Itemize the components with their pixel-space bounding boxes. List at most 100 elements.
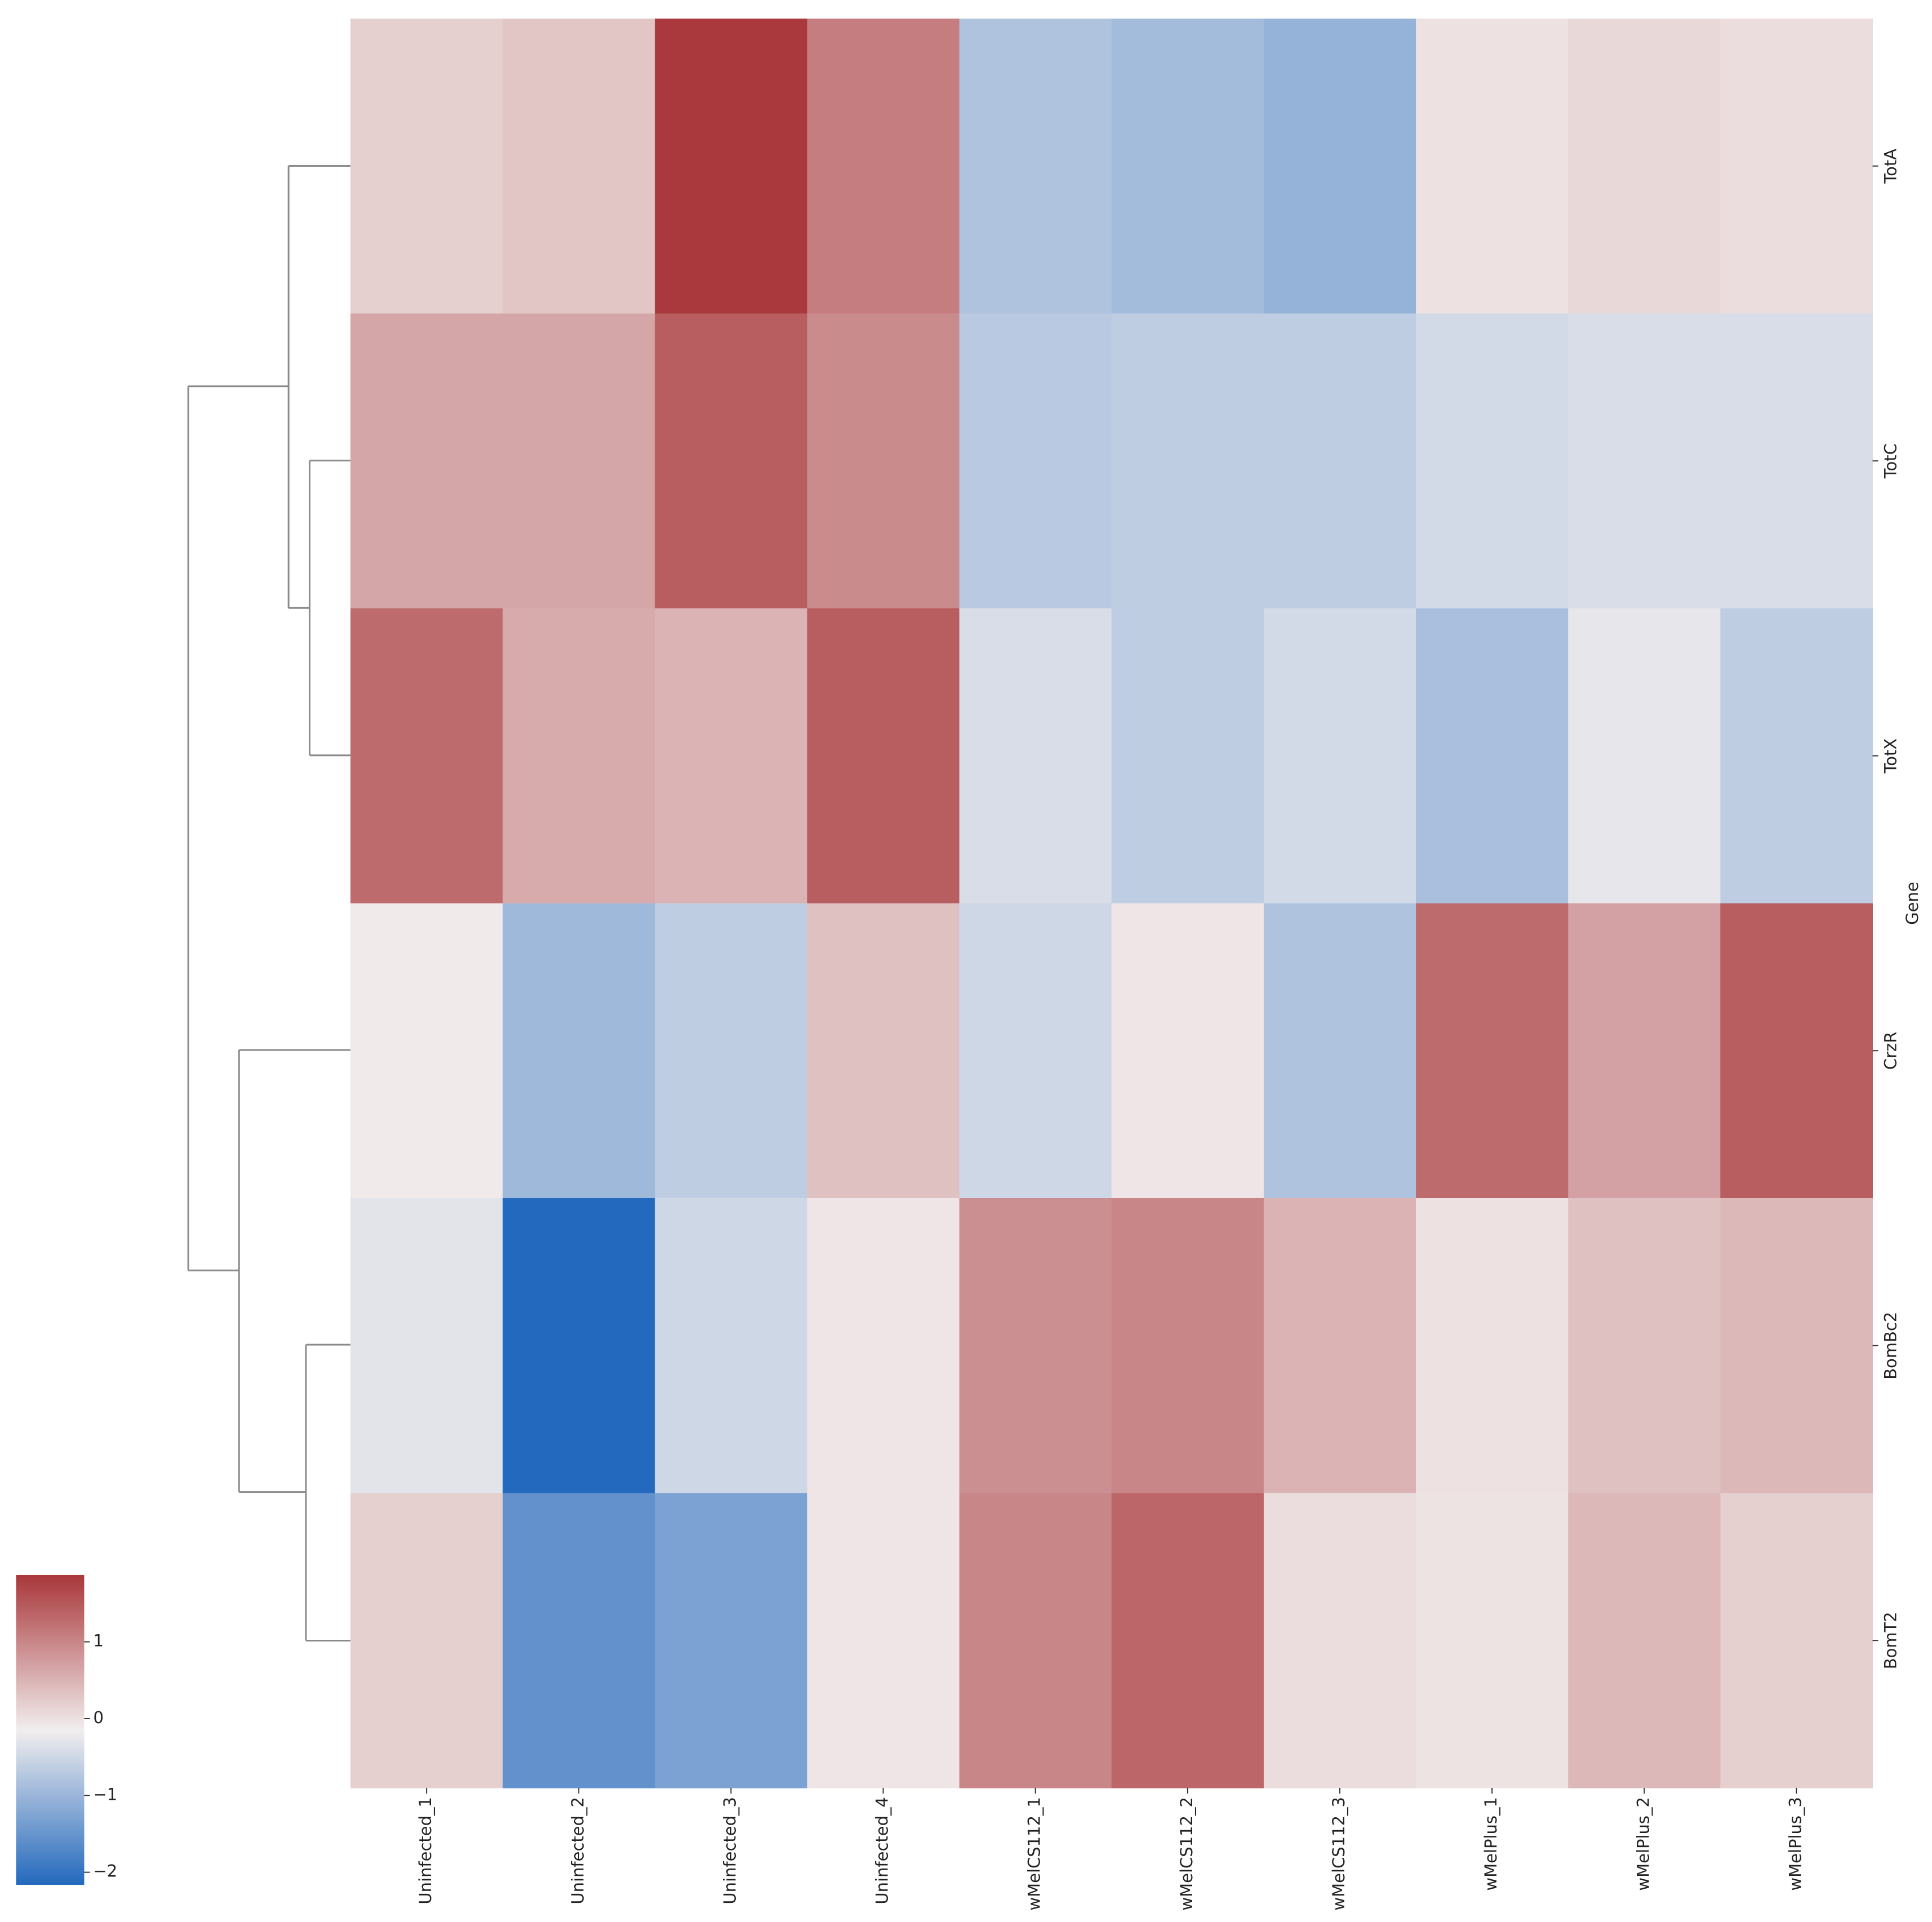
heatmap-cell — [1568, 1493, 1721, 1788]
heatmap-cell — [1416, 903, 1569, 1199]
colorbar-segment — [16, 1670, 85, 1674]
colorbar-segment — [16, 1858, 85, 1862]
heatmap-cell — [350, 608, 503, 904]
colorbar-segment — [16, 1776, 85, 1779]
heatmap-cell — [1263, 18, 1416, 314]
heatmap-cell — [1263, 1493, 1416, 1788]
colorbar-segment — [16, 1742, 85, 1746]
colorbar-segment — [16, 1587, 85, 1591]
colorbar-segment — [16, 1600, 85, 1604]
colorbar-segment — [16, 1752, 85, 1756]
heatmap-cell — [503, 1198, 655, 1494]
heatmap-cell — [350, 903, 503, 1199]
colorbar-segment — [16, 1876, 85, 1880]
heatmap-cell — [1416, 313, 1569, 609]
colorbar-segment — [16, 1626, 85, 1630]
colorbar-segment — [16, 1719, 85, 1723]
colorbar-segment — [16, 1691, 85, 1694]
colorbar-segment — [16, 1580, 85, 1583]
heatmap-cell — [807, 1493, 960, 1788]
colorbar-segment — [16, 1654, 85, 1658]
colorbar-segment — [16, 1794, 85, 1798]
heatmap-cell — [655, 313, 807, 609]
colorbar-segment — [16, 1848, 85, 1852]
y-tick-label: TotX — [1881, 738, 1900, 774]
colorbar-segment — [16, 1652, 85, 1656]
colorbar-segment — [16, 1629, 85, 1632]
colorbar-segment — [16, 1830, 85, 1834]
heatmap-cell — [655, 1493, 807, 1788]
heatmap-cell — [959, 903, 1112, 1199]
colorbar-segment — [16, 1688, 85, 1692]
colorbar-segment — [16, 1649, 85, 1653]
colorbar-segment — [16, 1773, 85, 1777]
colorbar-segment — [16, 1838, 85, 1841]
colorbar-segment — [16, 1843, 85, 1847]
x-tick-label: Uninfected_3 — [720, 1797, 739, 1905]
colorbar-segment — [16, 1672, 85, 1676]
heatmap-cell — [1416, 18, 1569, 314]
colorbar-segment — [16, 1675, 85, 1679]
colorbar-segment — [16, 1595, 85, 1599]
y-tick-label: CrzR — [1881, 1031, 1900, 1070]
heatmap-cell — [655, 608, 807, 904]
x-tick-label: wMelCS112_2 — [1177, 1797, 1196, 1911]
x-tick-label: wMelPlus_1 — [1481, 1797, 1500, 1891]
colorbar-segment — [16, 1737, 85, 1741]
colorbar-segment — [16, 1611, 85, 1614]
colorbar-segment — [16, 1734, 85, 1738]
colorbar-segment — [16, 1786, 85, 1790]
colorbar-segment — [16, 1747, 85, 1751]
heatmap-cell — [1720, 903, 1873, 1199]
colorbar-segment — [16, 1801, 85, 1805]
colorbar-segment — [16, 1603, 85, 1607]
colorbar-segment — [16, 1634, 85, 1638]
heatmap-cell — [350, 18, 503, 314]
heatmap-cell — [959, 608, 1112, 904]
colorbar-segment — [16, 1745, 85, 1749]
dendrogram — [187, 165, 351, 1641]
colorbar-segment — [16, 1827, 85, 1831]
colorbar-segment — [16, 1850, 85, 1854]
colorbar-segment — [16, 1698, 85, 1702]
colorbar-segment — [16, 1874, 85, 1877]
heatmap-cell — [350, 1198, 503, 1494]
colorbar-segment — [16, 1706, 85, 1710]
colorbar-segment — [16, 1819, 85, 1823]
colorbar-segment — [16, 1590, 85, 1594]
colorbar-segment — [16, 1716, 85, 1720]
colorbar-segment — [16, 1680, 85, 1684]
heatmap-cell — [655, 903, 807, 1199]
colorbar-segment — [16, 1693, 85, 1697]
heatmap-cell — [1263, 313, 1416, 609]
x-tick-label: wMelCS112_3 — [1329, 1797, 1348, 1911]
colorbar-segment — [16, 1871, 85, 1875]
colorbar-segment — [16, 1660, 85, 1663]
heatmap-cell — [1720, 1198, 1873, 1494]
colorbar-segment — [16, 1763, 85, 1767]
colorbar-segment — [16, 1840, 85, 1844]
colorbar-segment — [16, 1799, 85, 1803]
colorbar-segment — [16, 1593, 85, 1596]
colorbar-segment — [16, 1574, 85, 1578]
colorbar-segment — [16, 1732, 85, 1736]
colorbar-segment — [16, 1783, 85, 1787]
colorbar-segment — [16, 1701, 85, 1705]
colorbar-segment — [16, 1631, 85, 1635]
x-tick-label: Uninfected_2 — [568, 1797, 587, 1905]
heatmap-cell — [807, 313, 960, 609]
colorbar-segment — [16, 1861, 85, 1865]
colorbar-segment — [16, 1856, 85, 1859]
colorbar-segment — [16, 1577, 85, 1581]
colorbar-segment — [16, 1709, 85, 1712]
colorbar-segment — [16, 1770, 85, 1774]
colorbar-segment — [16, 1721, 85, 1725]
colorbar-segment — [16, 1642, 85, 1645]
y-axis-label: Gene — [1903, 882, 1922, 925]
colorbar-segment — [16, 1662, 85, 1666]
colorbar-segment — [16, 1639, 85, 1643]
heatmap-cell — [1568, 608, 1721, 904]
colorbar-segment — [16, 1729, 85, 1733]
colorbar-segment — [16, 1711, 85, 1715]
